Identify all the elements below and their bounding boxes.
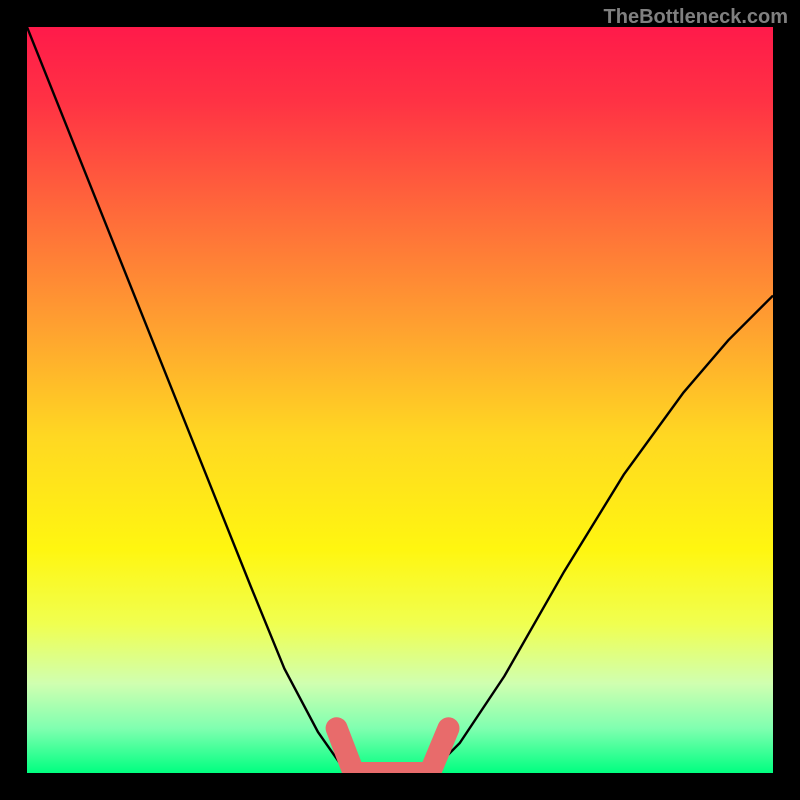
chart-background	[27, 27, 773, 773]
plot-area	[27, 27, 773, 773]
chart-svg	[27, 27, 773, 773]
watermark-text: TheBottleneck.com	[604, 6, 788, 29]
